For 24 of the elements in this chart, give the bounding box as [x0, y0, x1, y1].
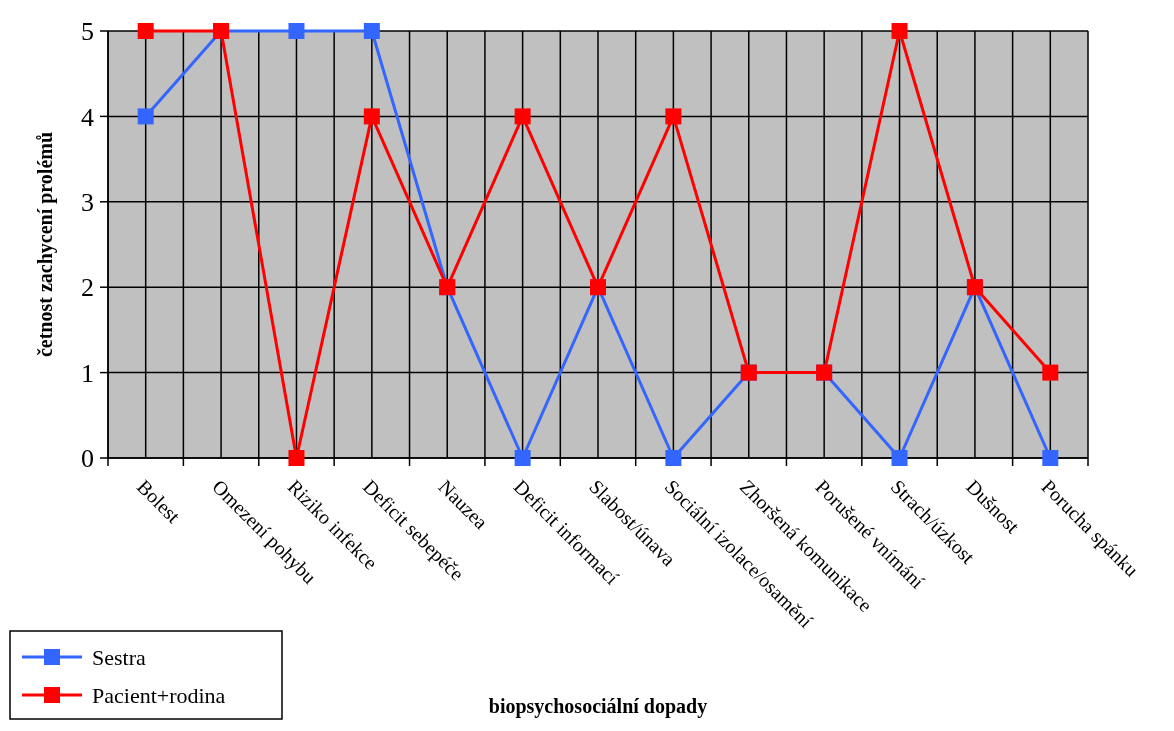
point: [891, 450, 908, 466]
point: [137, 23, 154, 39]
point: [891, 23, 908, 39]
y-axis-title: četnost zachycení prolémů: [34, 131, 57, 358]
x-axis-title: biopsychosociální dopady: [488, 695, 708, 718]
legend-label: Pacient+rodina: [92, 682, 226, 708]
y-tick-label: 5: [81, 17, 94, 47]
y-tick-label: 1: [81, 358, 94, 388]
point: [514, 108, 531, 125]
point: [514, 450, 531, 466]
point: [363, 108, 380, 125]
y-tick-label: 2: [81, 273, 94, 303]
point: [288, 23, 305, 39]
y-tick-label: 4: [81, 102, 94, 132]
y-tick-label: 3: [81, 187, 94, 217]
point: [137, 108, 154, 125]
point: [363, 23, 380, 39]
point: [288, 450, 305, 466]
point: [1042, 364, 1059, 381]
y-tick-label: 0: [81, 444, 94, 474]
legend-label: Sestra: [92, 644, 146, 670]
point: [665, 108, 682, 125]
point: [1042, 450, 1059, 466]
point: [665, 450, 682, 466]
